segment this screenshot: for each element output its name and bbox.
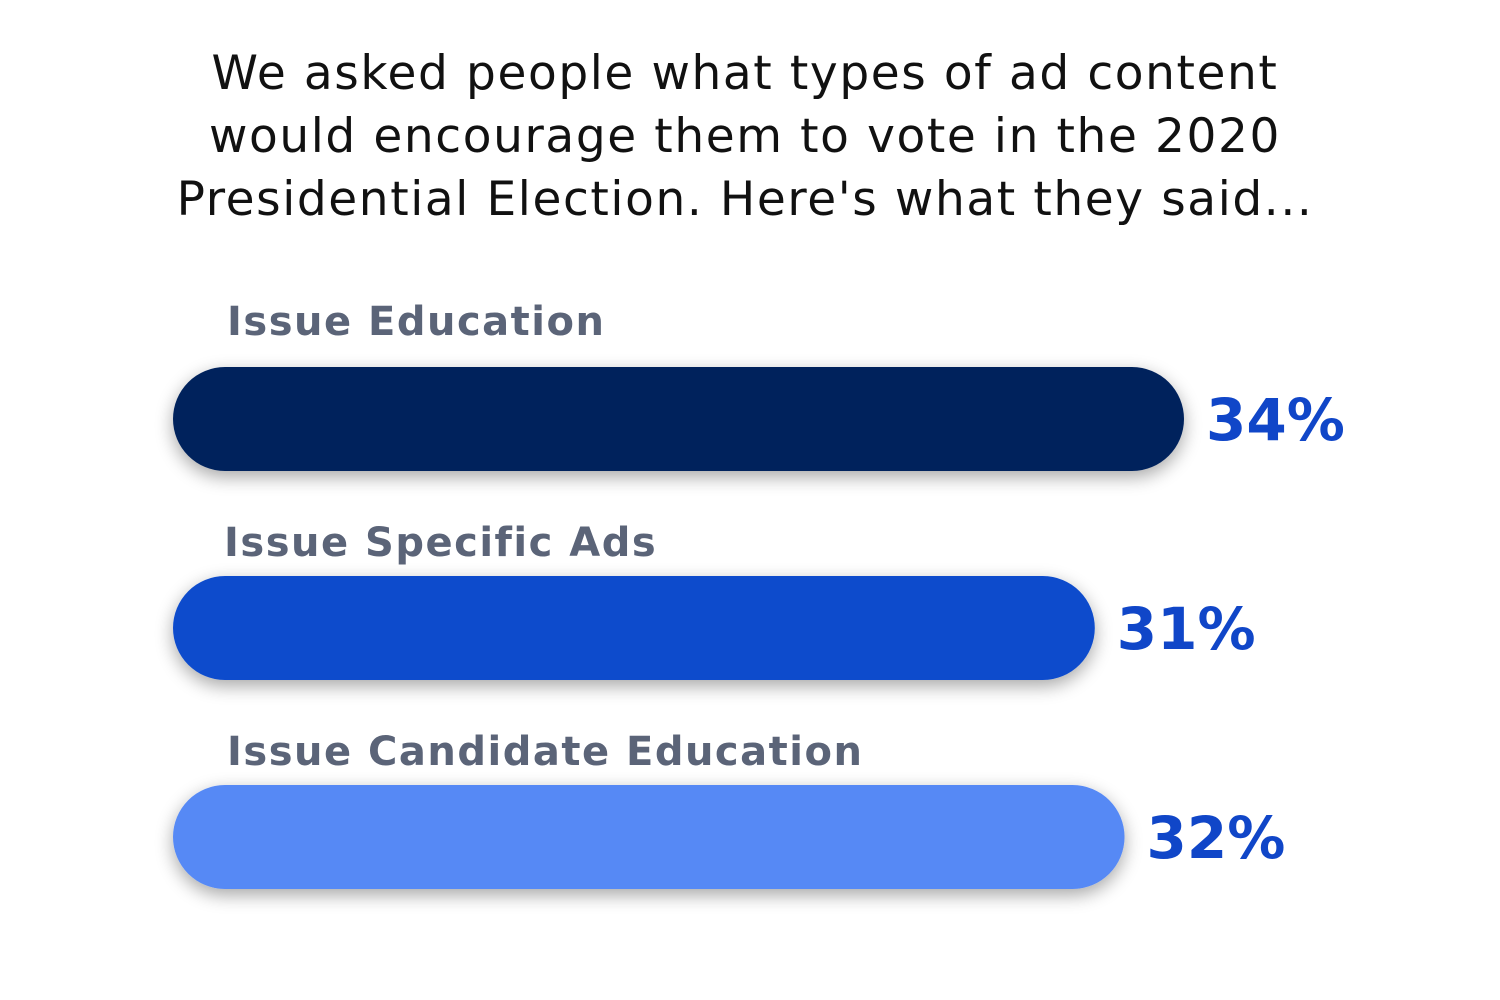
bar xyxy=(173,576,1095,680)
value-label: 31% xyxy=(1117,595,1256,663)
category-label: Issue Specific Ads xyxy=(224,520,657,566)
value-label: 32% xyxy=(1147,804,1286,872)
bar xyxy=(173,367,1184,471)
chart-title: We asked people what types of ad content… xyxy=(176,46,1314,227)
category-label: Issue Education xyxy=(227,299,605,345)
bar xyxy=(173,785,1125,889)
category-label: Issue Candidate Education xyxy=(227,729,863,775)
value-label: 34% xyxy=(1206,386,1345,454)
